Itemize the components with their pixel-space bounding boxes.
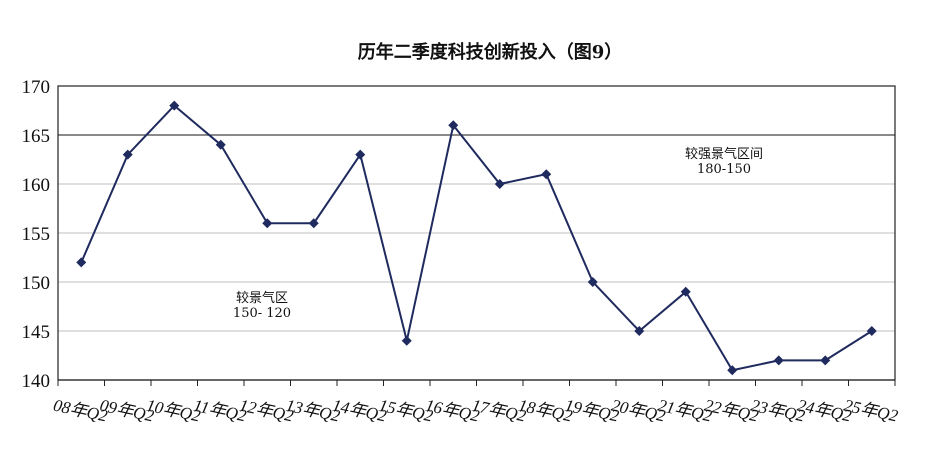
series-polyline [80, 104, 873, 372]
axes [57, 85, 896, 386]
data-point [448, 120, 459, 131]
data-point [494, 179, 505, 189]
y-tick-label: 170 [22, 77, 51, 98]
annotation-text: 150- 120 [233, 306, 291, 321]
data-point [401, 335, 412, 346]
data-point [634, 326, 645, 336]
y-tick-label: 145 [22, 322, 51, 343]
data-point [308, 218, 319, 229]
data-point [727, 365, 738, 376]
x-tick-labels: 08年Q209年Q210年Q211年Q212年Q213年Q214年Q215年Q2… [52, 396, 901, 426]
y-tick-label: 140 [22, 371, 51, 392]
data-point [169, 100, 180, 111]
annotation-text: 180-150 [697, 162, 751, 177]
data-point [76, 257, 87, 268]
y-tick-label: 155 [22, 224, 51, 245]
data-point [122, 149, 133, 160]
data-point [541, 169, 552, 180]
annotation-text: 较景气区 [236, 290, 288, 306]
chart-title: 历年二季度科技创新投入（图9） [358, 41, 623, 63]
data-point [262, 218, 273, 229]
data-point [773, 355, 784, 366]
data-point [866, 326, 877, 336]
data-point [680, 286, 691, 297]
data-point [215, 139, 226, 150]
x-tick-label: 25年Q2 [842, 396, 900, 426]
series-line [80, 104, 873, 372]
y-tick-label: 150 [22, 273, 51, 294]
data-points [76, 100, 877, 376]
y-tick-label: 160 [22, 175, 51, 196]
gridlines [58, 85, 895, 381]
data-point [587, 277, 598, 287]
annotation-text: 较强景气区间 [685, 146, 763, 162]
data-point [355, 149, 366, 160]
data-point [820, 355, 831, 366]
y-tick-labels: 140 145 150 155 160 165 170 [22, 77, 51, 392]
y-tick-label: 165 [22, 126, 51, 147]
